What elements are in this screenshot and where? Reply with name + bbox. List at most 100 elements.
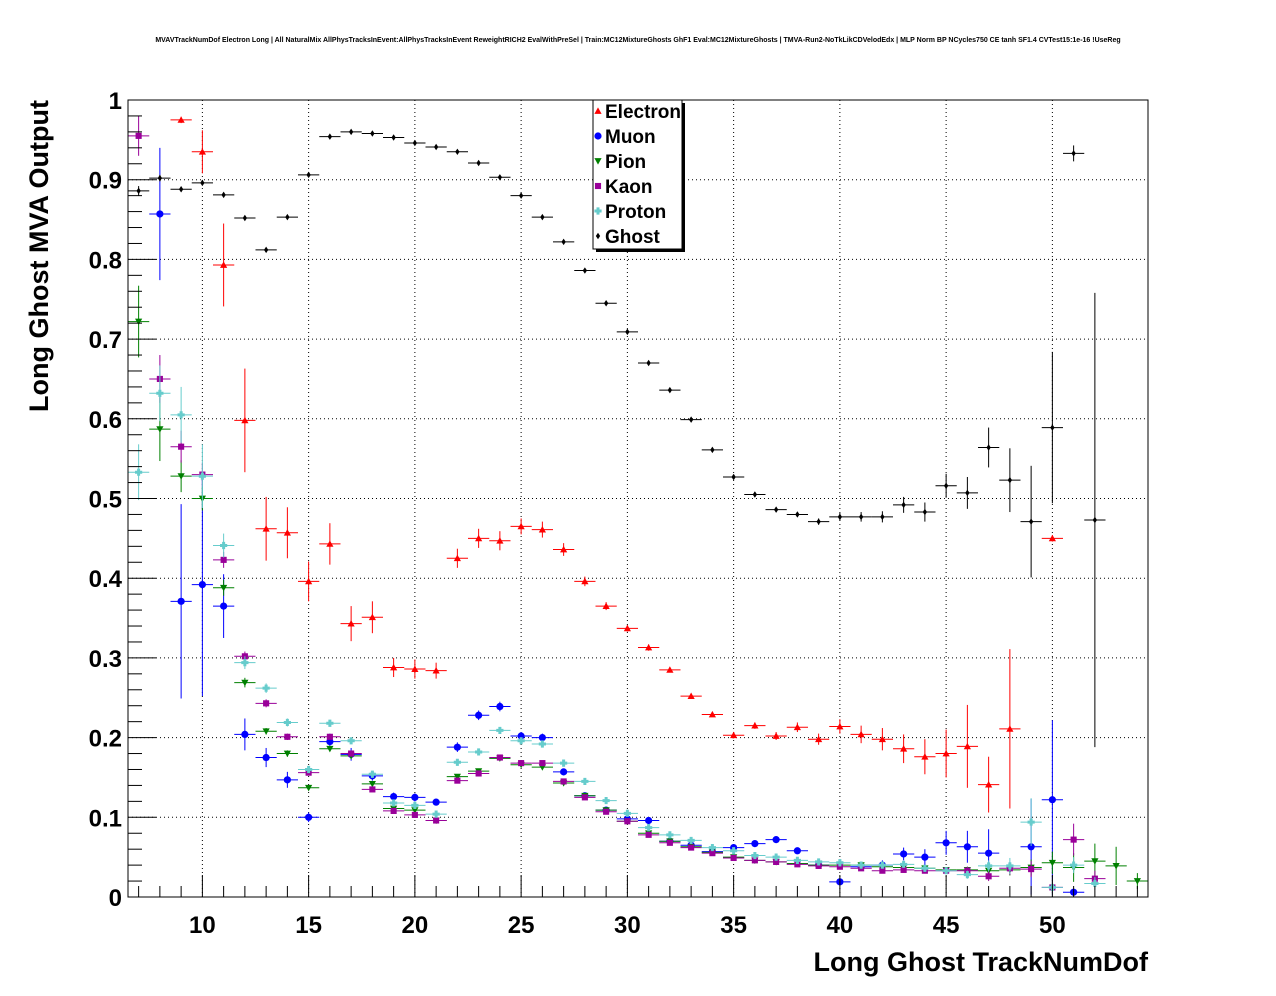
data-point xyxy=(298,765,320,774)
data-point xyxy=(723,473,745,481)
data-point xyxy=(595,808,617,815)
marker xyxy=(1027,818,1035,826)
data-point xyxy=(786,722,808,733)
data-point xyxy=(914,864,936,872)
marker xyxy=(942,867,950,875)
marker xyxy=(538,525,546,533)
marker xyxy=(283,529,291,536)
data-point xyxy=(298,171,320,179)
x-tick-label: 15 xyxy=(295,912,322,939)
data-point xyxy=(446,758,468,766)
legend-marker xyxy=(594,107,602,114)
data-point xyxy=(191,179,213,187)
marker xyxy=(390,792,398,801)
y-tick-label: 0 xyxy=(109,885,122,912)
y-tick-label: 0.7 xyxy=(89,327,122,354)
marker xyxy=(900,866,907,873)
data-point xyxy=(425,817,447,824)
marker xyxy=(602,602,610,609)
legend-label: Kaon xyxy=(605,177,653,198)
marker xyxy=(752,491,758,498)
data-point xyxy=(680,844,702,851)
marker xyxy=(283,776,291,784)
data-point xyxy=(383,657,405,678)
marker xyxy=(942,839,950,847)
data-point xyxy=(319,733,341,740)
marker xyxy=(645,643,653,651)
data-point xyxy=(234,214,256,222)
data-point xyxy=(191,130,213,174)
marker xyxy=(688,416,694,423)
data-point xyxy=(574,267,596,274)
data-point xyxy=(255,246,277,254)
marker xyxy=(793,847,801,855)
marker xyxy=(327,133,333,140)
data-point xyxy=(574,576,596,587)
marker xyxy=(326,540,334,547)
marker xyxy=(221,191,226,199)
data-point xyxy=(935,729,957,778)
data-point xyxy=(956,704,978,788)
marker xyxy=(687,836,695,845)
marker xyxy=(1050,424,1055,431)
data-point xyxy=(1041,851,1063,874)
marker xyxy=(943,482,949,489)
marker xyxy=(368,770,376,778)
y-tick-label: 0.8 xyxy=(89,247,122,274)
marker xyxy=(1091,879,1099,888)
data-point xyxy=(659,386,681,394)
marker xyxy=(963,742,971,750)
marker xyxy=(368,613,376,621)
marker xyxy=(455,148,460,156)
marker xyxy=(708,843,716,852)
marker xyxy=(1027,843,1035,851)
y-tick-label: 0.3 xyxy=(89,646,122,673)
data-point xyxy=(234,677,256,688)
x-tick-label: 10 xyxy=(189,912,216,939)
data-point xyxy=(893,496,915,513)
data-point xyxy=(361,770,383,778)
marker xyxy=(667,386,673,394)
marker xyxy=(241,653,248,660)
x-tick-label: 40 xyxy=(827,912,854,939)
data-point xyxy=(935,473,957,498)
data-point xyxy=(638,359,660,367)
marker xyxy=(348,128,354,136)
data-point xyxy=(170,186,192,193)
legend-box xyxy=(592,99,683,250)
data-point xyxy=(914,502,936,522)
data-point xyxy=(701,710,723,718)
data-point xyxy=(170,504,192,699)
marker xyxy=(262,684,270,692)
data-point xyxy=(255,728,277,735)
legend-marker xyxy=(594,207,602,215)
data-point xyxy=(765,858,787,865)
marker xyxy=(602,796,610,805)
data-point xyxy=(531,740,553,748)
data-point xyxy=(956,830,978,863)
data-point xyxy=(425,143,447,151)
marker xyxy=(198,148,206,155)
marker xyxy=(411,807,419,814)
marker xyxy=(156,426,164,433)
data-point xyxy=(956,476,978,509)
marker xyxy=(965,489,970,497)
data-point xyxy=(383,807,405,814)
data-point xyxy=(1084,292,1106,748)
data-point xyxy=(786,847,808,855)
axes: 10 15 20 25 30 35 40 45 50 0 0.1 0.2 0.3 0.4 0.5 0.6 0.7… xyxy=(89,88,1138,939)
data-point xyxy=(808,733,830,745)
marker xyxy=(1048,534,1056,542)
marker xyxy=(1028,866,1035,873)
x-tick-label: 30 xyxy=(614,912,641,939)
marker xyxy=(731,473,736,481)
marker xyxy=(391,134,396,141)
marker xyxy=(241,659,249,667)
marker xyxy=(370,130,375,137)
data-point xyxy=(128,186,150,196)
marker xyxy=(624,818,631,825)
y-tick-label: 0.5 xyxy=(89,487,122,514)
data-point xyxy=(510,760,532,767)
data-point xyxy=(1020,798,1042,846)
y-tick-label: 0.4 xyxy=(89,566,123,593)
